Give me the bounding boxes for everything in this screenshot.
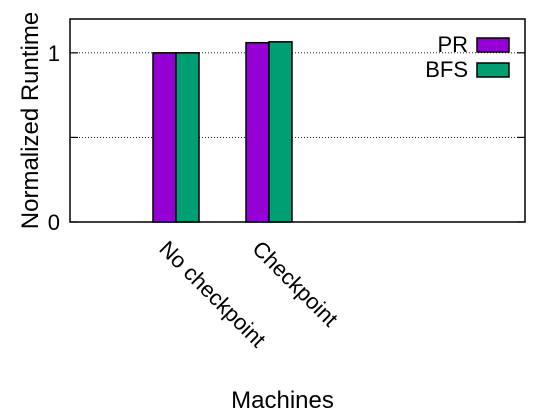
y-axis-label: Normalized Runtime xyxy=(17,12,44,229)
bar-bfs-checkpoint xyxy=(268,41,293,223)
legend-label-bfs: BFS xyxy=(425,57,468,82)
legend-label-pr: PR xyxy=(437,32,468,57)
x-axis-label: Machines xyxy=(231,387,334,414)
bar-bfs-no-checkpoint xyxy=(175,52,200,223)
bars xyxy=(152,41,293,223)
bar-pr-checkpoint xyxy=(245,41,270,223)
plot-frame xyxy=(69,18,526,223)
y-tick-label: 0 xyxy=(48,210,60,235)
grid-lines xyxy=(70,52,525,138)
y-tick-label: 1 xyxy=(48,41,60,66)
legend-swatch-bfs xyxy=(476,62,510,78)
x-tick-label: Checkpoint xyxy=(247,236,343,332)
legend-swatch-pr xyxy=(476,37,510,53)
bar-pr-no-checkpoint xyxy=(152,52,177,223)
y-axis-ticks: 01 xyxy=(48,41,525,235)
